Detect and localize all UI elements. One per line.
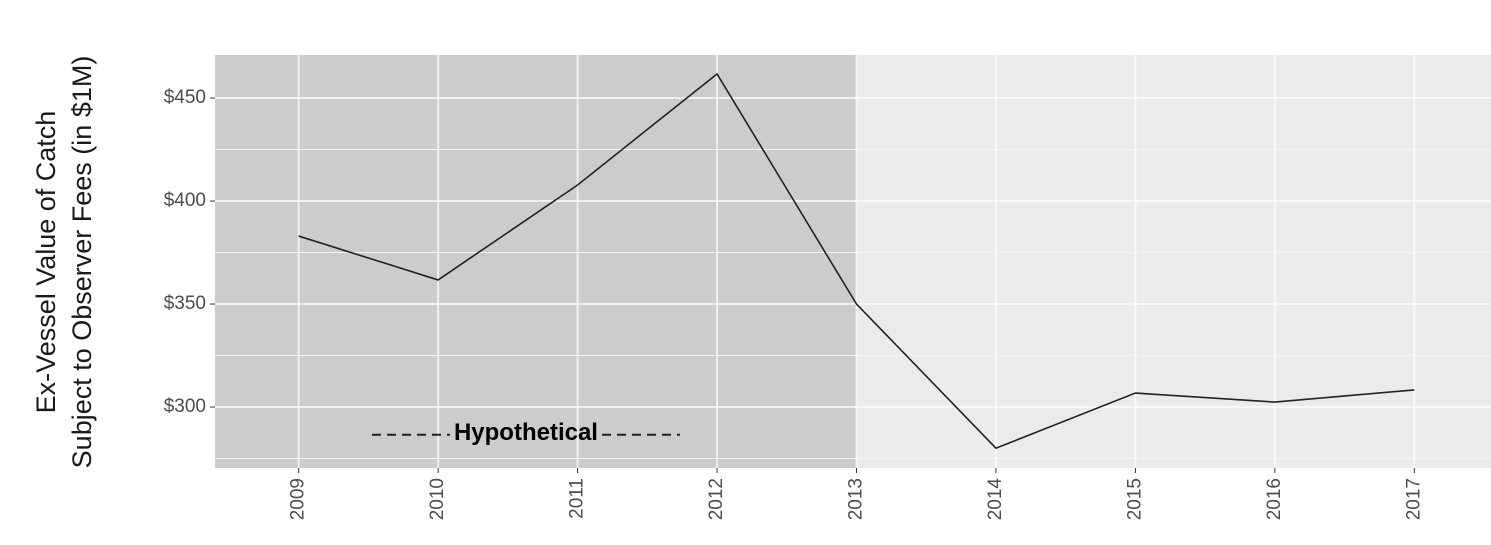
shaded-region bbox=[215, 55, 857, 468]
y-title-line: Subject to Observer Fees (in $1M) bbox=[67, 56, 97, 469]
y-title-line: Ex-Vessel Value of Catch bbox=[31, 111, 61, 414]
y-tick-label: $450 bbox=[164, 87, 206, 108]
x-tick-label: 2010 bbox=[427, 478, 448, 520]
x-tick-label: 2017 bbox=[1403, 478, 1424, 520]
x-tick-label: 2012 bbox=[706, 478, 727, 520]
x-tick-label: 2009 bbox=[288, 478, 309, 520]
annotation: Hypothetical bbox=[454, 419, 598, 446]
y-tick-label: $350 bbox=[164, 293, 206, 314]
x-tick-label: 2014 bbox=[985, 478, 1006, 521]
y-title: Ex-Vessel Value of Catch Subject to Obse… bbox=[31, 56, 97, 469]
x-tick-label: 2016 bbox=[1264, 478, 1285, 520]
x-tick-label: 2011 bbox=[567, 478, 588, 519]
y-tick-label: $300 bbox=[164, 396, 206, 417]
x-tick-label: 2015 bbox=[1124, 478, 1145, 520]
y-tick-label: $400 bbox=[164, 190, 206, 211]
data-line bbox=[298, 72, 1415, 450]
x-tick-label: 2013 bbox=[846, 478, 867, 520]
